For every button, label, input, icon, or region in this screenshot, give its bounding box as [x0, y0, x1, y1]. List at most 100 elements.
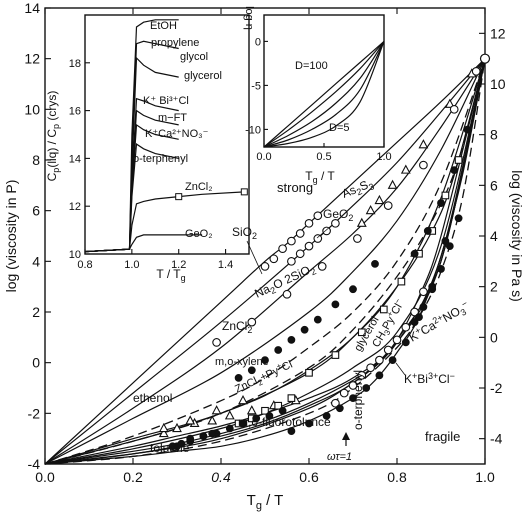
marker-ch3py-cl	[437, 199, 445, 207]
inset-left-x-label: T / Tg	[156, 267, 185, 283]
marker-zncl2	[357, 328, 366, 337]
inset-label-glycol: glycol	[180, 51, 208, 63]
inset-right-x-label: Tg / T	[305, 169, 335, 185]
convergence-point-top	[479, 53, 491, 64]
label-geo2-leader	[316, 225, 332, 239]
marker-m-o-fluorotoluene	[239, 419, 247, 428]
main-plot: 0.0 0.2 0.4 0.6 0.8 1.0 -4 -2 0 2 4 6 8 10 12 14 -4 -2 0 2 4…	[3, 0, 525, 512]
curve-na2o-2sio2	[44, 58, 486, 465]
inset-curve-zncl2	[84, 191, 245, 253]
inset-label-mft: m−FT	[158, 112, 187, 124]
marker-sio2	[287, 236, 296, 246]
marker-glycerol	[349, 285, 357, 294]
marker-glycerol	[247, 366, 256, 375]
marker-geo2	[331, 218, 340, 228]
marker-glycerol	[331, 300, 340, 309]
marker-ethanol	[211, 405, 222, 415]
marker-ch3py-cl	[450, 166, 459, 175]
marker-geo2	[295, 249, 305, 259]
marker-na2o-2sio2	[282, 289, 292, 299]
marker-k-ca2-no3	[437, 265, 445, 273]
main-y-tick-label-left: 0	[32, 355, 40, 371]
marker-as2s3	[365, 204, 376, 215]
marker-as2s3	[444, 98, 455, 108]
marker-glycerol	[287, 335, 296, 344]
marker-as2s3	[356, 217, 367, 227]
inset-right-y-tick-label: -10	[245, 124, 261, 136]
marker-sio2	[278, 244, 287, 254]
marker-m-o-xylene	[172, 422, 182, 433]
label-geo2: GeO2	[323, 207, 353, 223]
main-y-tick-label-right: -2	[490, 380, 503, 396]
inset-right-curve-d-5	[263, 41, 385, 148]
marker-m-o-xylene	[207, 415, 218, 425]
curve-geo2	[44, 58, 486, 465]
main-x-tick-label: 0.2	[123, 469, 143, 485]
marker-zncl2-py-cl	[287, 394, 296, 402]
inset-right-curve-d-10	[263, 41, 385, 148]
main-y-tick-label-right: 6	[490, 177, 498, 193]
curve-ch3py-cl	[44, 58, 486, 465]
marker-toluene	[208, 429, 217, 438]
marker-as2s3	[400, 164, 411, 174]
marker-k-bi3-cl	[383, 345, 393, 355]
inset-marker-zncl2	[240, 188, 248, 196]
marker-m-o-fluorotoluene	[225, 424, 234, 433]
main-y-tick-label-left: -2	[28, 405, 41, 421]
marker-na2o-2sio2	[419, 160, 428, 170]
label-zncl2: ZnCl2	[222, 319, 252, 335]
marker-k-bi3-cl	[339, 388, 349, 398]
inset-left-y-tick-label: 14	[69, 153, 81, 165]
label-mo-xylene: m,o-xylene	[215, 356, 269, 368]
main-y-tick-label-left: -4	[28, 456, 41, 472]
marker-ch3py-cl	[463, 125, 472, 134]
marker-k-bi3-cl	[410, 307, 419, 317]
marker-o-terphenyl	[322, 411, 331, 420]
marker-k-bi3-cl	[348, 381, 358, 390]
label-mo-fluorotoluene: m,o-fluorotolunce	[238, 415, 331, 429]
marker-o-terphenyl	[415, 313, 423, 321]
inset-right-frame	[263, 14, 385, 148]
inset-label-etoh: EtOH	[150, 20, 177, 32]
inset-left-curves	[84, 19, 248, 253]
marker-m-o-fluorotoluene	[265, 411, 274, 420]
inset-left-y-tick-label: 16	[69, 106, 81, 118]
marker-k-bi3-cl	[392, 335, 402, 345]
marker-ch3py-cl	[410, 249, 419, 258]
marker-toluene	[186, 434, 195, 443]
curve-o-terphenyl	[44, 58, 486, 465]
marker-k-bi3-cl	[375, 355, 384, 365]
main-y-tick-label-left: 2	[32, 304, 40, 320]
inset-right-curve-d-20	[263, 41, 385, 148]
marker-m-o-xylene	[224, 410, 235, 420]
marker-sio2	[313, 211, 323, 221]
marker-toluene	[177, 439, 186, 448]
main-x-tick-label: 1.0	[475, 469, 495, 485]
main-y-tick-label-left: 14	[24, 0, 40, 16]
marker-zncl2	[379, 305, 388, 314]
marker-geo2	[304, 241, 314, 251]
omega-tau-arrowhead	[342, 432, 350, 440]
marker-zncl2	[441, 191, 450, 200]
main-y-axis-label-left: log (viscosity in P)	[3, 180, 19, 293]
label-o-terphenyl: o-terphenyl	[351, 370, 365, 430]
main-x-tick-label: 0.8	[387, 469, 407, 485]
inset-left-x-tick-label: 1.4	[218, 259, 233, 271]
marker-k-ca2-no3	[419, 303, 428, 311]
inset-right-x-tick-label: 0.0	[256, 151, 271, 163]
marker-na2o-2sio2	[449, 104, 459, 114]
curve-as2s3	[44, 58, 486, 465]
marker-na2o-2sio2	[212, 338, 221, 347]
marker-zncl2-py-cl	[274, 401, 283, 410]
marker-geo2	[322, 226, 331, 236]
marker-sio2	[295, 229, 305, 238]
main-x-tick-label: 0.6	[299, 469, 319, 485]
marker-ethanol	[158, 422, 169, 433]
marker-o-terphenyl	[305, 419, 313, 428]
marker-k-ca2-no3	[445, 242, 454, 251]
marker-o-terphenyl	[375, 371, 384, 380]
inset-curve-propylene-glycol	[84, 40, 179, 253]
main-y-tick-label-right: 4	[490, 228, 498, 244]
marker-glycerol	[300, 325, 309, 334]
